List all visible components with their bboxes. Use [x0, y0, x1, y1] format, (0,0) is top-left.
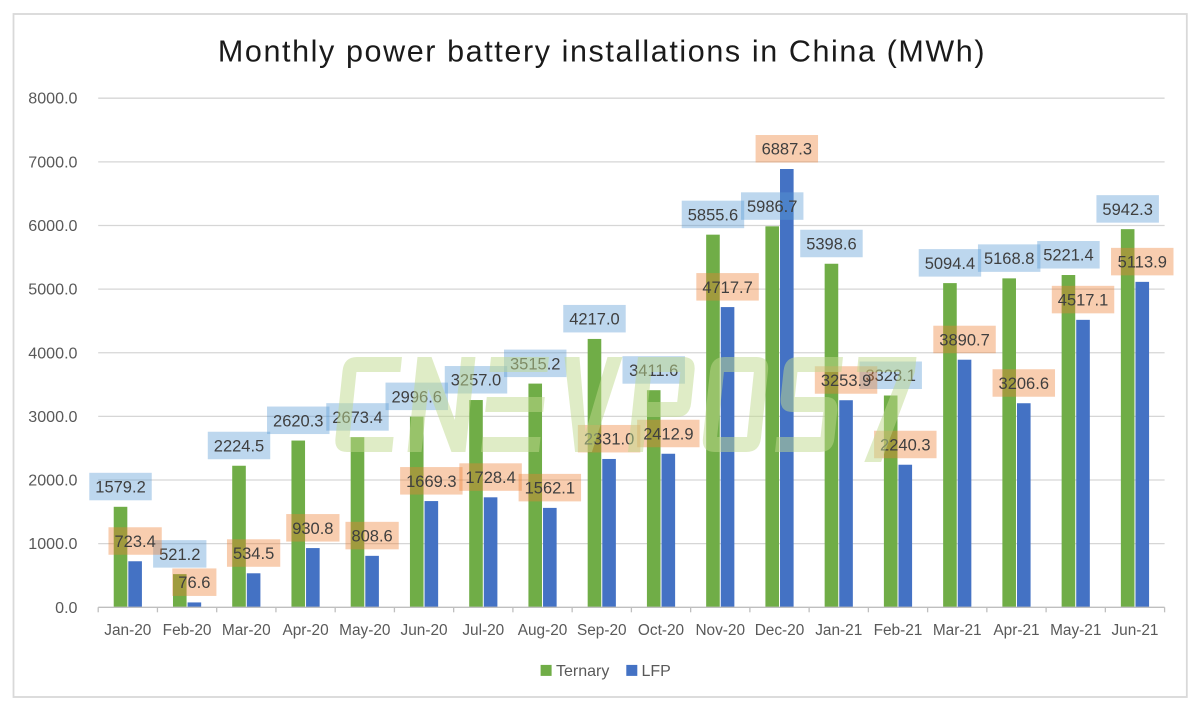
svg-text:5221.4: 5221.4: [1043, 247, 1093, 265]
svg-text:Jun-21: Jun-21: [1111, 622, 1158, 639]
svg-text:4000.0: 4000.0: [28, 344, 77, 362]
svg-text:2620.3: 2620.3: [273, 412, 323, 430]
svg-text:6000.0: 6000.0: [28, 217, 77, 235]
svg-text:May-21: May-21: [1050, 622, 1101, 639]
svg-text:4217.0: 4217.0: [569, 311, 619, 329]
svg-text:0.0: 0.0: [55, 599, 77, 617]
svg-text:723.4: 723.4: [114, 533, 155, 551]
svg-text:521.2: 521.2: [159, 546, 200, 564]
svg-text:7000.0: 7000.0: [28, 153, 77, 171]
svg-text:5113.9: 5113.9: [1118, 254, 1167, 272]
svg-text:Mar-20: Mar-20: [222, 622, 271, 639]
svg-text:2000.0: 2000.0: [28, 472, 77, 490]
svg-text:76.6: 76.6: [178, 574, 210, 592]
svg-text:5094.4: 5094.4: [925, 255, 975, 273]
svg-text:5855.6: 5855.6: [688, 206, 738, 224]
svg-text:Feb-20: Feb-20: [163, 622, 212, 639]
svg-text:930.8: 930.8: [292, 520, 333, 538]
svg-text:Jul-20: Jul-20: [462, 622, 504, 639]
svg-text:Dec-20: Dec-20: [755, 622, 805, 639]
svg-text:Feb-21: Feb-21: [874, 622, 923, 639]
svg-text:1728.4: 1728.4: [465, 469, 515, 487]
svg-text:5168.8: 5168.8: [984, 250, 1034, 268]
svg-text:2240.3: 2240.3: [880, 436, 930, 454]
svg-text:Apr-21: Apr-21: [993, 622, 1039, 639]
svg-text:6887.3: 6887.3: [762, 141, 812, 159]
svg-text:1000.0: 1000.0: [28, 535, 77, 553]
svg-text:Monthly power battery installa: Monthly power battery installations in C…: [218, 35, 986, 69]
svg-text:Mar-21: Mar-21: [933, 622, 982, 639]
svg-text:2224.5: 2224.5: [214, 437, 264, 455]
svg-text:4717.7: 4717.7: [702, 279, 752, 297]
svg-text:LFP: LFP: [642, 663, 671, 680]
svg-text:Jun-20: Jun-20: [401, 622, 448, 639]
svg-text:534.5: 534.5: [233, 545, 274, 563]
svg-text:Nov-20: Nov-20: [695, 622, 745, 639]
svg-text:1562.1: 1562.1: [525, 480, 575, 498]
svg-text:808.6: 808.6: [351, 528, 392, 546]
svg-text:Aug-20: Aug-20: [518, 622, 568, 639]
svg-text:5986.7: 5986.7: [747, 198, 797, 216]
svg-text:5000.0: 5000.0: [28, 281, 77, 299]
svg-text:3253.9: 3253.9: [821, 372, 871, 390]
svg-text:5942.3: 5942.3: [1102, 201, 1152, 219]
svg-text:3000.0: 3000.0: [28, 408, 77, 426]
svg-text:Jan-20: Jan-20: [104, 622, 151, 639]
svg-text:Ternary: Ternary: [556, 663, 609, 680]
svg-text:1579.2: 1579.2: [95, 479, 145, 497]
svg-text:2412.9: 2412.9: [643, 425, 693, 443]
svg-text:1669.3: 1669.3: [406, 473, 456, 491]
svg-text:3206.6: 3206.6: [999, 375, 1049, 393]
svg-text:5398.6: 5398.6: [806, 235, 856, 253]
svg-text:Sep-20: Sep-20: [577, 622, 627, 639]
svg-text:4517.1: 4517.1: [1058, 292, 1108, 310]
svg-text:May-20: May-20: [339, 622, 390, 639]
svg-text:Oct-20: Oct-20: [638, 622, 684, 639]
svg-text:3890.7: 3890.7: [939, 331, 989, 349]
svg-text:8000.0: 8000.0: [28, 90, 77, 108]
svg-text:Jan-21: Jan-21: [815, 622, 862, 639]
svg-text:Apr-20: Apr-20: [282, 622, 328, 639]
